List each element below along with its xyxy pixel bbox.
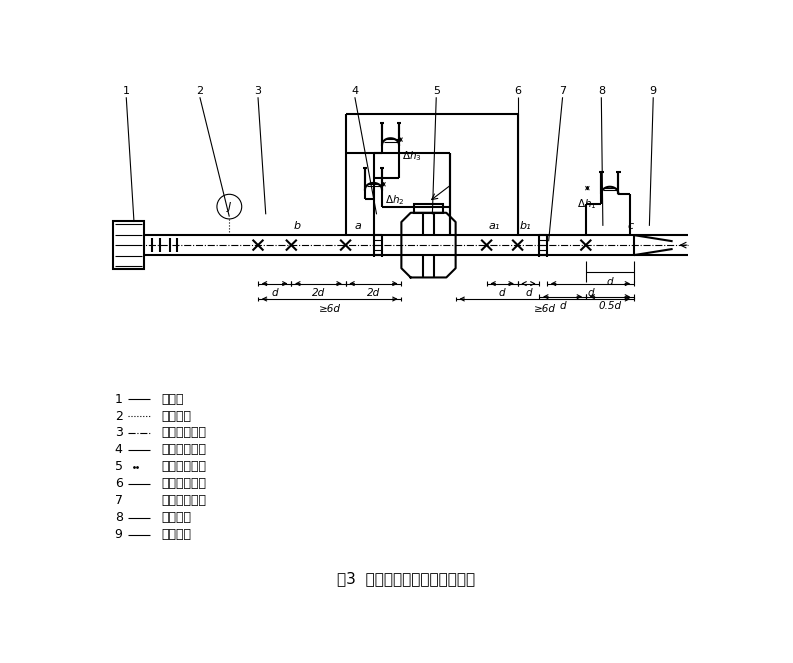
Text: 7: 7 (115, 494, 123, 507)
Text: 进气整流栅；: 进气整流栅； (161, 494, 206, 507)
Text: b: b (293, 221, 301, 231)
Text: d: d (559, 301, 566, 312)
Text: a₁: a₁ (489, 221, 500, 231)
Text: d: d (499, 288, 505, 298)
Text: 1: 1 (115, 392, 122, 406)
Text: 4: 4 (351, 86, 358, 96)
Text: d: d (587, 288, 594, 298)
Text: 6: 6 (514, 86, 521, 96)
Text: 5: 5 (115, 460, 123, 473)
Text: 4: 4 (115, 444, 122, 456)
Text: 2d: 2d (312, 288, 325, 298)
Text: 温度计；: 温度计； (161, 410, 191, 422)
Bar (414, 204, 443, 213)
Text: 8: 8 (115, 511, 123, 524)
Text: $\Delta h_3$: $\Delta h_3$ (402, 149, 422, 162)
Text: 图3  压力损失和通气量试验装置: 图3 压力损失和通气量试验装置 (337, 571, 475, 586)
Text: a: a (355, 221, 362, 231)
Text: $\Delta h_1$: $\Delta h_1$ (577, 198, 596, 211)
Text: 进气测试管；: 进气测试管； (161, 477, 206, 491)
Text: 2: 2 (197, 86, 204, 96)
Text: 集流器。: 集流器。 (161, 528, 191, 541)
Text: ≥6d: ≥6d (534, 304, 556, 314)
Text: 7: 7 (559, 86, 566, 96)
Text: J: J (228, 202, 231, 211)
Text: 0.5d: 0.5d (598, 301, 622, 312)
Text: d: d (271, 288, 278, 298)
Text: d: d (607, 276, 613, 286)
Text: 9: 9 (115, 528, 122, 541)
Text: 2: 2 (115, 410, 122, 422)
Text: b₁: b₁ (520, 221, 531, 231)
Text: 2d: 2d (367, 288, 380, 298)
Text: 6: 6 (115, 477, 122, 491)
Bar (113, 221, 144, 269)
Text: $\Delta h_2$: $\Delta h_2$ (385, 194, 404, 208)
Text: ≥6d: ≥6d (319, 304, 341, 314)
Text: 9: 9 (649, 86, 657, 96)
Text: 压差计；: 压差计； (161, 511, 191, 524)
Text: 5: 5 (433, 86, 440, 96)
Text: 8: 8 (598, 86, 605, 96)
Text: 3: 3 (115, 426, 122, 440)
Text: c: c (628, 221, 634, 231)
Text: 出气整流栅；: 出气整流栅； (161, 444, 206, 456)
Text: 1: 1 (123, 86, 130, 96)
Text: 被测阻火器；: 被测阻火器； (161, 460, 206, 473)
Text: 风机；: 风机； (161, 392, 184, 406)
Text: 出气测试管；: 出气测试管； (161, 426, 206, 440)
Text: d: d (525, 288, 532, 298)
Text: 3: 3 (255, 86, 262, 96)
